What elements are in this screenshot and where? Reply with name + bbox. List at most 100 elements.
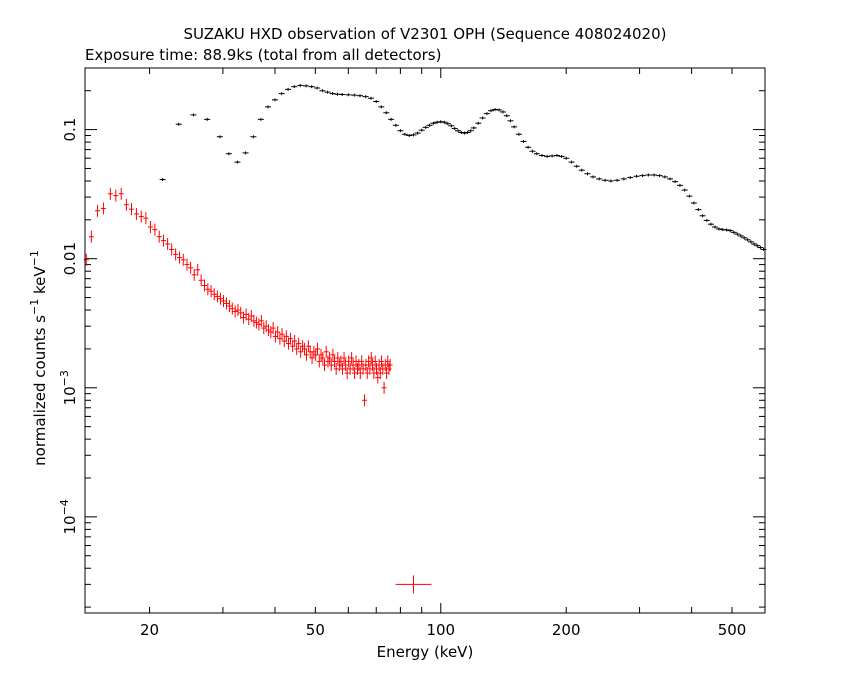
x-tick-label: 50 (306, 621, 325, 639)
data-point (620, 177, 627, 181)
data-point (488, 109, 495, 113)
data-point (651, 173, 658, 177)
data-point (322, 359, 328, 372)
data-point (270, 322, 276, 335)
data-point (370, 359, 376, 372)
data-point (353, 355, 359, 368)
data-point (470, 126, 477, 130)
data-point (246, 313, 252, 326)
data-point (176, 251, 182, 264)
data-point (226, 299, 232, 312)
data-point (320, 352, 326, 365)
data-point (362, 95, 369, 99)
data-point (214, 290, 220, 303)
data-point (667, 177, 674, 181)
data-point (265, 105, 272, 109)
data-point (711, 225, 718, 229)
data-point (558, 154, 565, 158)
data-point-large (395, 575, 432, 594)
data-point (180, 253, 186, 266)
data-point (234, 160, 241, 164)
data-point (388, 117, 395, 121)
data-point (152, 223, 158, 236)
data-point (357, 94, 364, 98)
data-point (195, 263, 201, 276)
data-point (156, 230, 162, 243)
data-point (418, 128, 425, 132)
data-point (656, 174, 663, 178)
chart-title: SUZAKU HXD observation of V2301 OPH (Seq… (184, 25, 667, 43)
chart-subtitle: Exposure time: 88.9ks (total from all de… (85, 46, 441, 64)
data-point (360, 362, 366, 375)
data-point (235, 304, 241, 317)
data-point (208, 285, 214, 298)
data-point (169, 243, 175, 256)
data-point (343, 359, 349, 372)
data-point (681, 188, 688, 192)
data-point (118, 187, 124, 200)
data-point (744, 238, 751, 242)
data-point (323, 345, 329, 358)
data-point (248, 309, 254, 322)
data-points (83, 83, 767, 594)
data-point (461, 131, 468, 135)
data-point (257, 117, 264, 121)
x-axis-label: Energy (keV) (377, 643, 474, 661)
data-point (695, 208, 702, 212)
data-point (496, 108, 503, 112)
data-point (216, 135, 223, 139)
data-point (690, 201, 697, 205)
data-point (414, 131, 421, 135)
data-point (737, 234, 744, 238)
data-point (349, 352, 355, 365)
data-point (499, 110, 506, 114)
data-point (371, 367, 377, 380)
data-point (266, 324, 272, 337)
y-tick-label: 0.01 (61, 242, 79, 275)
data-point (296, 337, 302, 350)
data-point (364, 367, 370, 380)
data-point (607, 179, 614, 183)
data-point (483, 112, 490, 116)
data-point (378, 105, 385, 109)
data-point (734, 232, 741, 236)
data-point (113, 189, 119, 202)
data-point (573, 164, 580, 168)
data-point (741, 236, 748, 240)
data-point (292, 335, 298, 348)
x-tick-label: 500 (718, 621, 747, 639)
data-point (223, 297, 229, 310)
data-point (515, 132, 522, 136)
data-point (324, 90, 331, 94)
data-point (676, 183, 683, 187)
data-point (288, 332, 294, 345)
data-point (406, 133, 413, 137)
x-tick-label: 100 (426, 621, 455, 639)
data-point (316, 355, 322, 368)
data-point (479, 116, 486, 120)
data-point (238, 306, 244, 319)
data-point (341, 352, 347, 365)
data-point (703, 218, 710, 222)
data-point (303, 348, 309, 361)
data-point (730, 230, 737, 234)
data-point (627, 176, 634, 180)
data-point (633, 174, 640, 178)
data-point (381, 381, 387, 394)
data-point (107, 187, 113, 200)
data-point (602, 178, 609, 182)
data-point (645, 173, 652, 177)
data-point (143, 212, 149, 225)
data-point (258, 314, 264, 327)
data-point (160, 234, 166, 247)
data-point (191, 268, 197, 281)
data-point (350, 359, 356, 372)
data-point (340, 362, 346, 375)
data-point (568, 160, 575, 164)
data-point (578, 168, 585, 172)
data-point (430, 121, 437, 125)
data-point (356, 359, 362, 372)
data-point (747, 240, 754, 244)
data-point (367, 96, 374, 100)
data-point (376, 359, 382, 372)
